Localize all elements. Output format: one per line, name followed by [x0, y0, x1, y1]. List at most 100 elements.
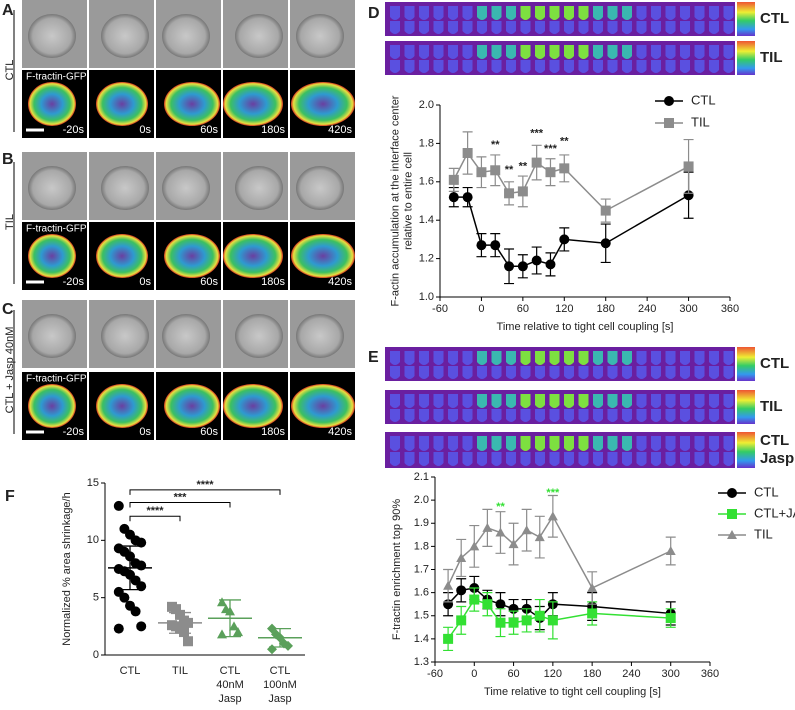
marker — [462, 192, 473, 203]
strip-cup — [506, 394, 516, 408]
strip-cup — [651, 436, 661, 451]
strip-cup — [462, 21, 473, 34]
strip-cup — [680, 21, 690, 34]
strip-cup — [694, 409, 705, 422]
strip-cup — [535, 452, 545, 466]
x-tick-label: -60 — [432, 303, 448, 315]
strip-cup — [636, 452, 647, 466]
marker — [683, 161, 694, 172]
strip-cup — [593, 366, 603, 379]
color-bar — [737, 432, 755, 468]
strip-cup — [549, 436, 560, 451]
strip-cup — [462, 409, 473, 422]
strip-cup — [622, 436, 632, 451]
strip-cup — [549, 45, 560, 59]
x-tick-label: 240 — [638, 303, 656, 315]
time-label: 420s — [328, 426, 352, 438]
strip-cup — [390, 60, 400, 73]
strip-cup — [477, 366, 487, 379]
strip-cup — [723, 436, 734, 451]
strip-cup — [607, 366, 618, 379]
strip-cup — [622, 351, 632, 365]
strip-cup — [448, 21, 458, 34]
marker — [443, 633, 454, 644]
strip-cup — [448, 394, 458, 408]
brightfield-cell — [101, 314, 149, 358]
y-tick-label: 0 — [93, 649, 99, 661]
strip-cup — [622, 60, 632, 73]
strip-cup — [607, 6, 618, 20]
strip-cup — [709, 60, 719, 73]
series-line — [447, 598, 671, 640]
x-tick-label: Jasp — [218, 693, 241, 705]
channel-label: F-tractin-GFP — [26, 72, 87, 83]
fluorescence-cell — [96, 82, 148, 126]
strip-cup — [622, 394, 632, 408]
strip-cup — [477, 351, 487, 365]
strip-cup — [578, 409, 589, 422]
strip-cup — [694, 366, 705, 379]
fluorescence-cell — [96, 384, 148, 428]
fluorescence-cell — [223, 234, 283, 278]
significance-bracket — [129, 489, 281, 495]
y-axis-label: F-actin accumulation at the interface ce… — [389, 95, 401, 306]
strip-cup — [419, 21, 429, 34]
strip-cup — [636, 60, 647, 73]
strip-cup — [564, 6, 574, 20]
strip-cup — [593, 409, 603, 422]
strip-cup — [477, 394, 487, 408]
strip-cup — [709, 366, 719, 379]
strip-cup — [709, 21, 719, 34]
strip-cup — [404, 60, 415, 73]
time-label: 60s — [200, 426, 218, 438]
sd-bar — [169, 611, 191, 634]
strip-cup — [651, 6, 661, 20]
strip-cup — [622, 452, 632, 466]
significance-bracket — [129, 515, 181, 522]
strip-cup — [578, 21, 589, 34]
channel-label: F-tractin-GFP — [26, 224, 87, 235]
strip-cup — [433, 60, 444, 73]
fluorescence-cell — [291, 82, 355, 126]
strip-cup — [390, 409, 400, 422]
brightfield-cell — [296, 14, 344, 58]
strip-cup — [665, 6, 676, 20]
strip-cup — [549, 366, 560, 379]
strip-cup — [535, 45, 545, 59]
strip-label: TIL — [760, 49, 783, 66]
fluorescence-cell — [28, 234, 76, 278]
strip-cup — [607, 21, 618, 34]
legend-label: CTL — [691, 92, 716, 107]
x-tick-label: 180 — [583, 668, 601, 680]
strip-cup — [636, 45, 647, 59]
marker — [587, 608, 598, 619]
strip-cup — [520, 394, 531, 408]
strip-cup — [636, 409, 647, 422]
strip-cup — [665, 45, 676, 59]
strip-cup — [419, 45, 429, 59]
marker — [521, 615, 532, 626]
strip-cup — [491, 409, 502, 422]
strip-cup — [520, 436, 531, 451]
y-tick-label: 1.4 — [414, 633, 429, 645]
strip-cup — [723, 6, 734, 20]
time-label: 180s — [261, 124, 285, 136]
marker — [482, 599, 493, 610]
strip-cup — [564, 366, 574, 379]
strip-cup — [433, 452, 444, 466]
strip-cup — [448, 436, 458, 451]
strip-cup — [506, 21, 516, 34]
sd-bar — [219, 599, 241, 638]
strip-cup — [723, 21, 734, 34]
data-point — [171, 604, 181, 615]
strip-cup — [578, 394, 589, 408]
significance-label: ** — [491, 139, 500, 151]
marker — [490, 165, 501, 176]
strip-cup — [506, 436, 516, 451]
fluorescence-cell — [223, 82, 283, 126]
marker — [545, 167, 556, 178]
strip-cup — [709, 45, 719, 59]
strip-cup — [433, 436, 444, 451]
strip-cup — [694, 6, 705, 20]
x-tick-label: 300 — [679, 303, 697, 315]
